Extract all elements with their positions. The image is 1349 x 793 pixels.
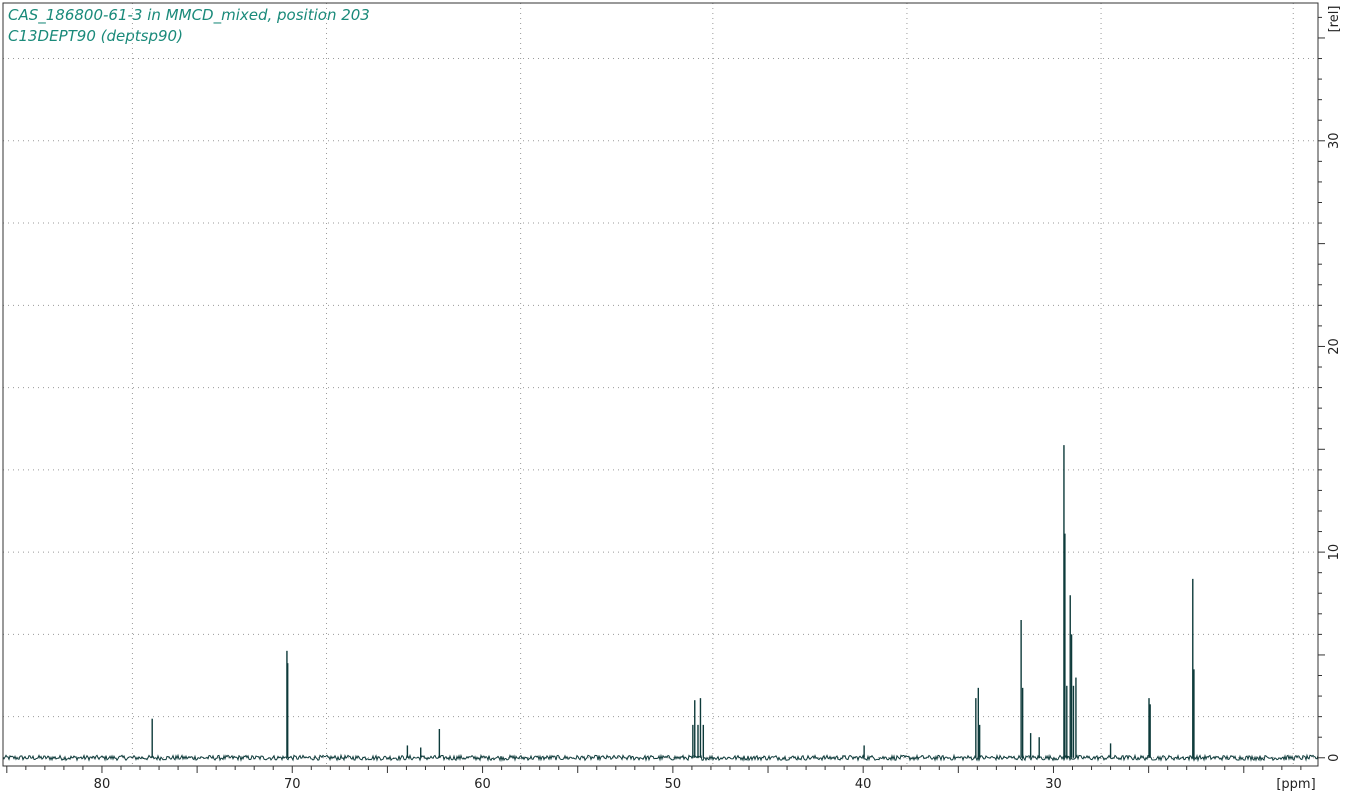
x-tick-label: 50	[665, 777, 682, 792]
y-tick-label: 20	[1327, 338, 1342, 355]
spectrum-trace	[2, 753, 1319, 763]
chart-subtitle: C13DEPT90 (deptsp90)	[8, 27, 183, 45]
grid	[3, 3, 1318, 766]
x-tick-label: 60	[474, 777, 491, 792]
x-axis-label: [ppm]	[1276, 777, 1315, 792]
chart-title: CAS_186800-61-3 in MMCD_mixed, position …	[8, 6, 370, 24]
x-tick-label: 80	[94, 777, 111, 792]
x-tick-label: 30	[1045, 777, 1062, 792]
x-tick-label: 40	[855, 777, 872, 792]
y-tick-label: 30	[1327, 133, 1342, 150]
x-tick-label: 70	[284, 777, 301, 792]
y-axis-label: [rel]	[1327, 6, 1342, 33]
y-tick-label: 10	[1327, 544, 1342, 561]
plot-frame	[2, 2, 1319, 767]
baseline-trace	[2, 753, 1319, 763]
y-tick-label: 0	[1327, 754, 1342, 762]
peak-marks	[151, 445, 1195, 758]
